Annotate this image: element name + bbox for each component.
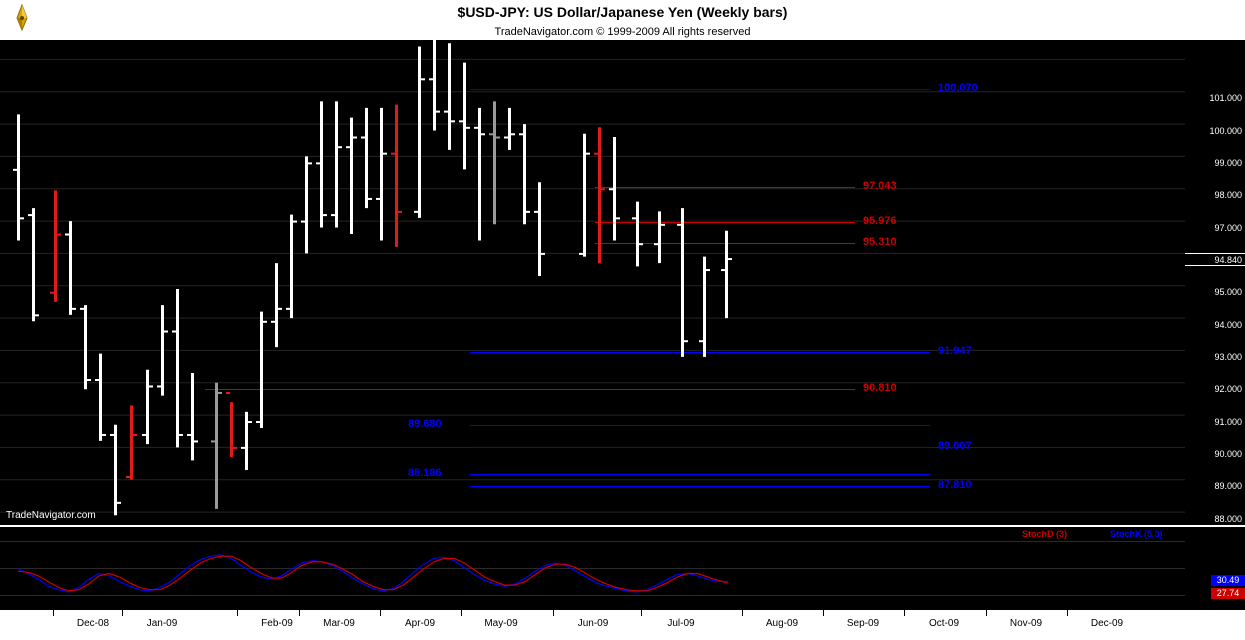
stoch-k-value: 30.49 — [1211, 575, 1245, 586]
level-label: 97.043 — [863, 180, 897, 193]
date-axis-separator — [461, 610, 462, 616]
date-axis-separator — [53, 610, 54, 616]
chart-watermark: TradeNavigator.com — [6, 510, 96, 521]
date-axis-separator — [1067, 610, 1068, 616]
page-title: $USD-JPY: US Dollar/Japanese Yen (Weekly… — [457, 4, 788, 20]
level-label: 91.947 — [938, 345, 972, 358]
date-axis-label: Oct-09 — [928, 618, 960, 629]
tradenavigator-logo-icon — [4, 2, 40, 36]
date-axis-label: Mar-09 — [323, 618, 355, 629]
current-price-box: 94.840 — [1185, 252, 1245, 266]
date-axis-label: Dec-08 — [76, 618, 110, 629]
date-axis: Dec-08 Jan-09 Feb-09 Mar-09 Apr-09 May-09 Jun-… — [0, 610, 1245, 640]
date-axis-label: Nov-09 — [1009, 618, 1043, 629]
date-axis-label: Apr-09 — [404, 618, 436, 629]
price-chart-canvas — [0, 40, 1185, 516]
date-axis-separator — [742, 610, 743, 616]
price-axis-tick: 93.000 — [1214, 352, 1242, 363]
quote-readout: 07/24/2009 = 94.840 (+0.600) — [1060, 42, 1180, 52]
price-axis-tick: 92.000 — [1214, 384, 1242, 395]
date-axis-label: Dec-09 — [1090, 618, 1124, 629]
price-axis-tick: 100.000 — [1209, 125, 1242, 136]
stochastic-canvas — [0, 541, 1185, 596]
level-label: 90.810 — [863, 381, 897, 394]
date-axis-separator — [641, 610, 642, 616]
level-label: 95.310 — [863, 236, 897, 249]
stochastic-axis: 30.49 27.74 — [1185, 527, 1245, 610]
price-axis-tick: 90.000 — [1214, 449, 1242, 460]
stoch-d-legend: StochD (3) — [1022, 529, 1067, 539]
price-axis-tick: 94.000 — [1214, 319, 1242, 330]
date-axis-label: Sep-09 — [846, 618, 880, 629]
date-axis-label: Aug-09 — [765, 618, 799, 629]
stochastic-panel — [0, 527, 1185, 610]
price-chart-panel: TradeNavigator.com — [0, 40, 1185, 525]
price-axis-tick: 98.000 — [1214, 190, 1242, 201]
date-axis-separator — [553, 610, 554, 616]
stoch-k-legend: StochK (5,3) — [1110, 529, 1163, 539]
price-axis: 07/24/2009 = 94.840 (+0.600) 101.000 100.… — [1061, 40, 1245, 556]
price-axis-tick: 95.000 — [1214, 287, 1242, 298]
date-axis-separator — [237, 610, 238, 616]
level-label: 100.070 — [938, 82, 978, 95]
copyright-subtitle: TradeNavigator.com © 1999-2009 All right… — [494, 26, 751, 38]
price-axis-tick: 101.000 — [1209, 93, 1242, 104]
date-axis-separator — [299, 610, 300, 616]
date-axis-separator — [380, 610, 381, 616]
level-label: 89.007 — [938, 440, 972, 453]
price-axis-tick: 99.000 — [1214, 158, 1242, 169]
date-axis-separator — [823, 610, 824, 616]
price-axis-tick: 97.000 — [1214, 222, 1242, 233]
date-axis-label: Jan-09 — [146, 618, 178, 629]
date-axis-label: Feb-09 — [261, 618, 293, 629]
date-axis-separator — [122, 610, 123, 616]
date-axis-label: Jul-09 — [667, 618, 695, 629]
level-label: 89.680 — [408, 418, 442, 431]
price-axis-tick: 88.000 — [1214, 513, 1242, 524]
date-axis-label: Jun-09 — [577, 618, 609, 629]
level-label: 95.976 — [863, 214, 897, 227]
price-axis-tick: 91.000 — [1214, 416, 1242, 427]
stoch-d-value: 27.74 — [1211, 588, 1245, 599]
level-label: 87.810 — [938, 478, 972, 491]
level-label: 88.687 — [863, 450, 897, 463]
date-axis-separator — [904, 610, 905, 616]
level-label: 88.186 — [408, 466, 442, 479]
level-label: 98.102 — [863, 146, 897, 159]
price-axis-tick: 89.000 — [1214, 481, 1242, 492]
date-axis-label: May-09 — [484, 618, 518, 629]
date-axis-separator — [986, 610, 987, 616]
